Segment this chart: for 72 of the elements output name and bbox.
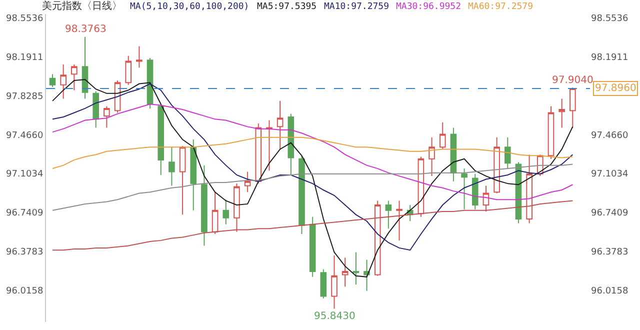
y-tick-label: 96.7409 xyxy=(6,208,44,219)
candlestick xyxy=(136,46,142,68)
candlestick xyxy=(276,100,284,150)
candlestick xyxy=(558,98,565,128)
candlestick xyxy=(526,154,532,224)
y2-tick-label: 97.1034 xyxy=(591,170,628,180)
candlestick xyxy=(331,254,338,310)
candlestick xyxy=(428,136,435,177)
line-series xyxy=(52,200,574,251)
y-tick-label: 98.5536 xyxy=(6,14,44,24)
y2-tick-label: 97.4660 xyxy=(591,130,628,141)
y2-tick-label: 96.7409 xyxy=(591,208,628,219)
y2-tick-label: 96.0158 xyxy=(591,286,628,296)
candlestick xyxy=(288,113,294,176)
candlestick xyxy=(385,200,392,230)
annotation: 95.8430 xyxy=(314,311,356,322)
candlestick xyxy=(234,183,240,232)
y-tick-label: 96.0158 xyxy=(6,286,44,296)
candlestick xyxy=(548,106,554,160)
candlestick xyxy=(374,200,381,276)
candlestick xyxy=(82,36,88,100)
candlestick xyxy=(352,252,360,285)
candlestick xyxy=(494,136,500,194)
candlestick xyxy=(125,55,132,86)
line-series xyxy=(52,164,574,211)
candlestick xyxy=(342,257,348,288)
y-tick-label: 97.8285 xyxy=(6,92,44,102)
chart-title: 美元指数〈日线〉 xyxy=(42,0,122,12)
annotation: 98.3763 xyxy=(65,24,106,35)
candlestick xyxy=(104,106,110,128)
candlestick xyxy=(472,173,478,210)
text: MA60:97.2579 xyxy=(468,2,534,12)
y2-tick-label: 96.3783 xyxy=(591,248,628,258)
y-tick-label: 96.3783 xyxy=(6,248,44,258)
candlestick xyxy=(60,64,66,100)
candlestick xyxy=(439,122,446,150)
y-tick-label: 97.4660 xyxy=(6,130,44,141)
candlestick xyxy=(179,146,186,216)
candlestick xyxy=(92,90,99,128)
text: MA(5,10,30,60,100,200) xyxy=(130,2,250,12)
candlestick xyxy=(212,192,218,234)
line-series xyxy=(52,104,574,200)
candlestick xyxy=(71,64,78,91)
candlestick xyxy=(450,127,457,182)
annotation: 97.9040 xyxy=(552,75,594,86)
candlestick xyxy=(49,74,56,88)
candlestick xyxy=(570,88,576,128)
candlestick xyxy=(244,171,251,193)
candlestick xyxy=(168,146,175,186)
text: MA30:96.9952 xyxy=(396,2,462,12)
candlestick xyxy=(396,200,402,241)
text: MA10:97.2759 xyxy=(324,2,390,12)
candlestick xyxy=(320,268,327,299)
candlestick xyxy=(190,139,197,211)
candlestick xyxy=(222,199,230,225)
y-tick-label: 97.1034 xyxy=(6,170,44,180)
line-series xyxy=(52,136,574,170)
candlestick xyxy=(504,136,511,170)
y2-tick-label: 98.5536 xyxy=(591,14,628,24)
ref-line-label: 97.8960 xyxy=(595,83,636,94)
text: MA5:97.5395 xyxy=(257,2,317,12)
y-tick-label: 98.1911 xyxy=(6,52,44,63)
line-series xyxy=(52,83,574,251)
candlestick xyxy=(298,155,305,234)
candlestick xyxy=(158,104,164,176)
candlestick xyxy=(266,120,272,172)
candlestick xyxy=(309,216,316,278)
candlestick xyxy=(201,164,208,246)
candlestick xyxy=(482,185,490,212)
y2-tick-label: 98.1911 xyxy=(591,52,628,63)
candlestick xyxy=(461,168,468,210)
candlestick xyxy=(364,259,370,292)
